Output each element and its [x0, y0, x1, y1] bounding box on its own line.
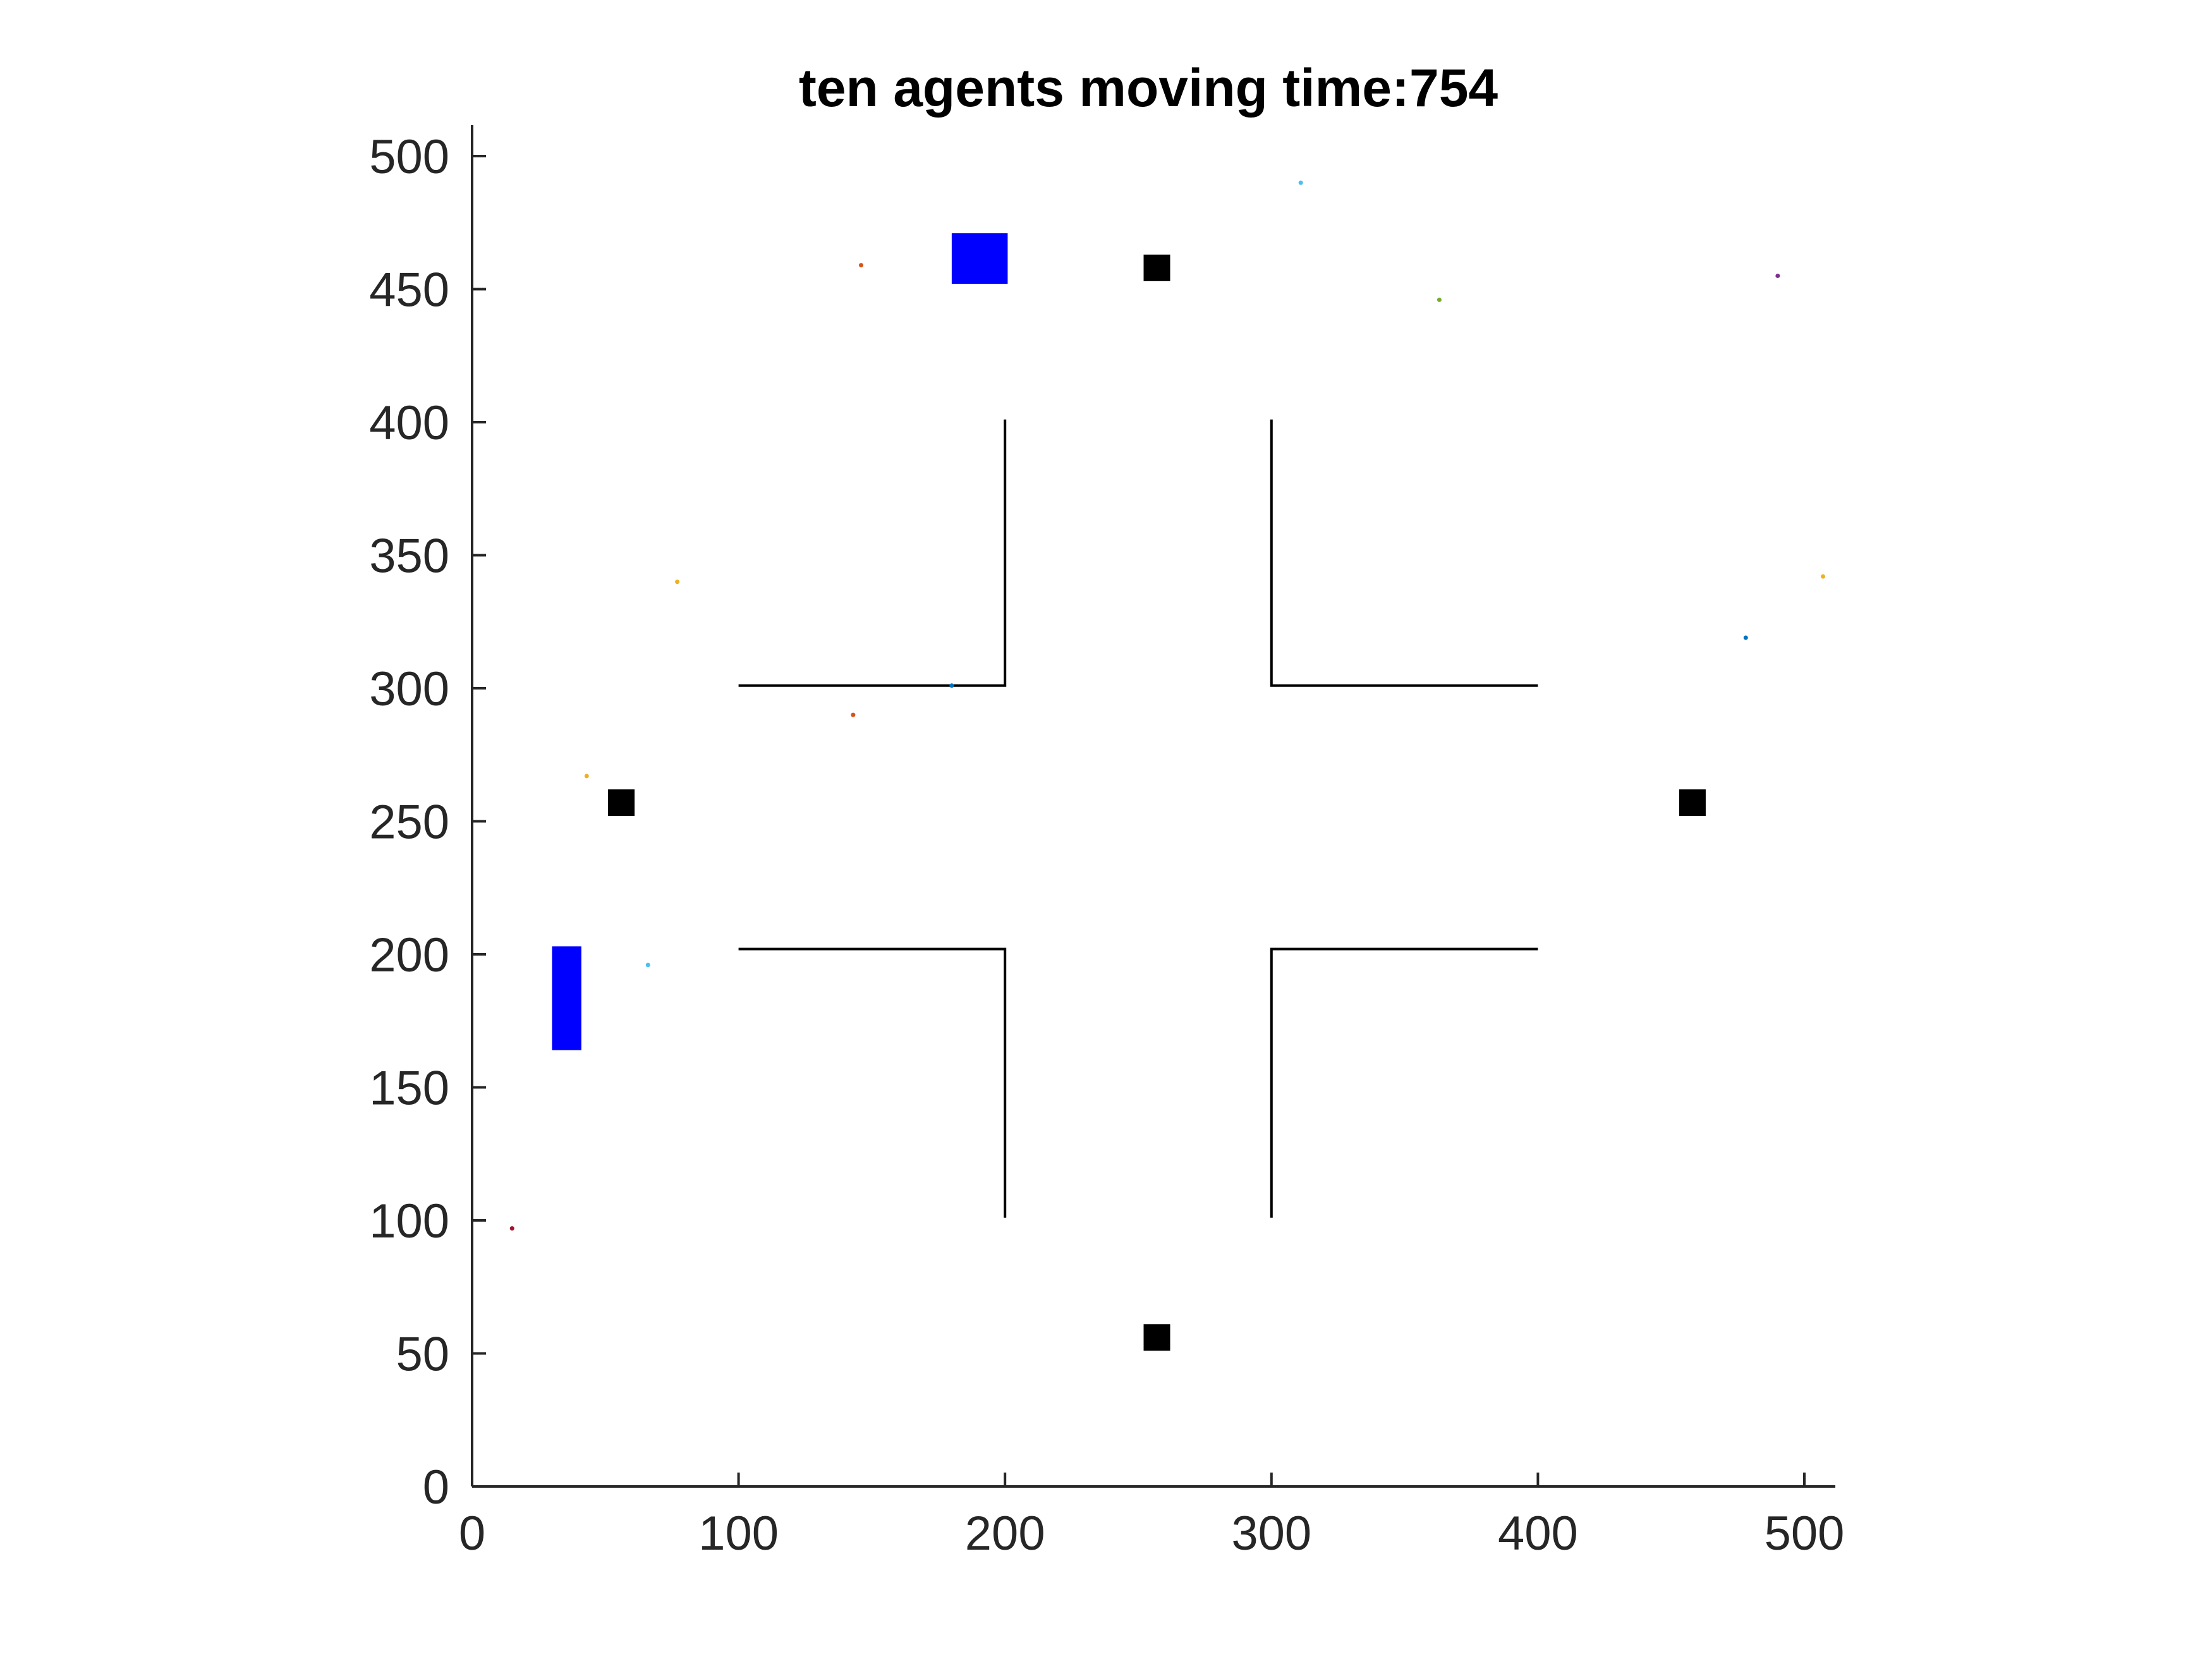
- agent-point-9: [509, 1226, 514, 1231]
- x-tick-label-100: 100: [698, 1507, 779, 1560]
- agent-point-2: [1298, 180, 1303, 185]
- agent-point-10: [1743, 635, 1748, 640]
- walls-layer: [738, 419, 1538, 1218]
- chart-title: ten agents moving time:754: [799, 58, 1498, 118]
- wall-segment-1: [738, 419, 1007, 687]
- agent-point-12: [949, 683, 954, 688]
- x-tick-label-500: 500: [1765, 1507, 1845, 1560]
- obstacle-2: [552, 946, 581, 1050]
- wall-segment-4: [1270, 947, 1538, 1218]
- x-tick-label-200: 200: [965, 1507, 1045, 1560]
- wall-segment-3: [738, 947, 1007, 1218]
- y-tick-label-300: 300: [369, 662, 449, 716]
- goal-marker-1: [1143, 254, 1170, 281]
- y-tick-label-50: 50: [396, 1328, 449, 1382]
- y-ticks: 0 50 100 150 200 250 300 350 400 450 500: [369, 130, 486, 1514]
- y-tick-label-450: 450: [369, 264, 449, 317]
- y-tick-label-400: 400: [369, 396, 449, 450]
- y-tick-label-150: 150: [369, 1062, 449, 1115]
- axes-layer: [471, 125, 1835, 1488]
- agent-point-4: [1775, 273, 1780, 278]
- y-tick-label-0: 0: [423, 1461, 449, 1514]
- agent-point-11: [1821, 574, 1826, 579]
- goal-marker-2: [608, 789, 635, 817]
- goal-marker-3: [1679, 789, 1706, 817]
- agent-point-3: [1437, 297, 1442, 302]
- y-tick-label-500: 500: [369, 130, 449, 184]
- agent-point-5: [675, 580, 680, 585]
- agent-point-1: [859, 263, 864, 268]
- x-ticks: 0 100 200 300 400 500: [459, 1473, 1845, 1560]
- y-tick-label-350: 350: [369, 530, 449, 583]
- y-tick-label-250: 250: [369, 796, 449, 849]
- agent-point-8: [645, 963, 650, 968]
- agents-layer: [509, 180, 1826, 1231]
- goal-marker-4: [1143, 1324, 1170, 1351]
- obstacle-1: [951, 233, 1008, 284]
- y-tick-label-100: 100: [369, 1194, 449, 1248]
- goals-layer: [608, 254, 1706, 1351]
- x-tick-label-300: 300: [1231, 1507, 1311, 1560]
- agent-point-7: [584, 774, 589, 779]
- agent-point-6: [851, 712, 856, 717]
- wall-segment-2: [1270, 419, 1538, 687]
- y-tick-label-200: 200: [369, 928, 449, 982]
- x-tick-label-400: 400: [1498, 1507, 1578, 1560]
- obstacles-layer: [552, 233, 1008, 1050]
- x-tick-label-0: 0: [459, 1507, 485, 1560]
